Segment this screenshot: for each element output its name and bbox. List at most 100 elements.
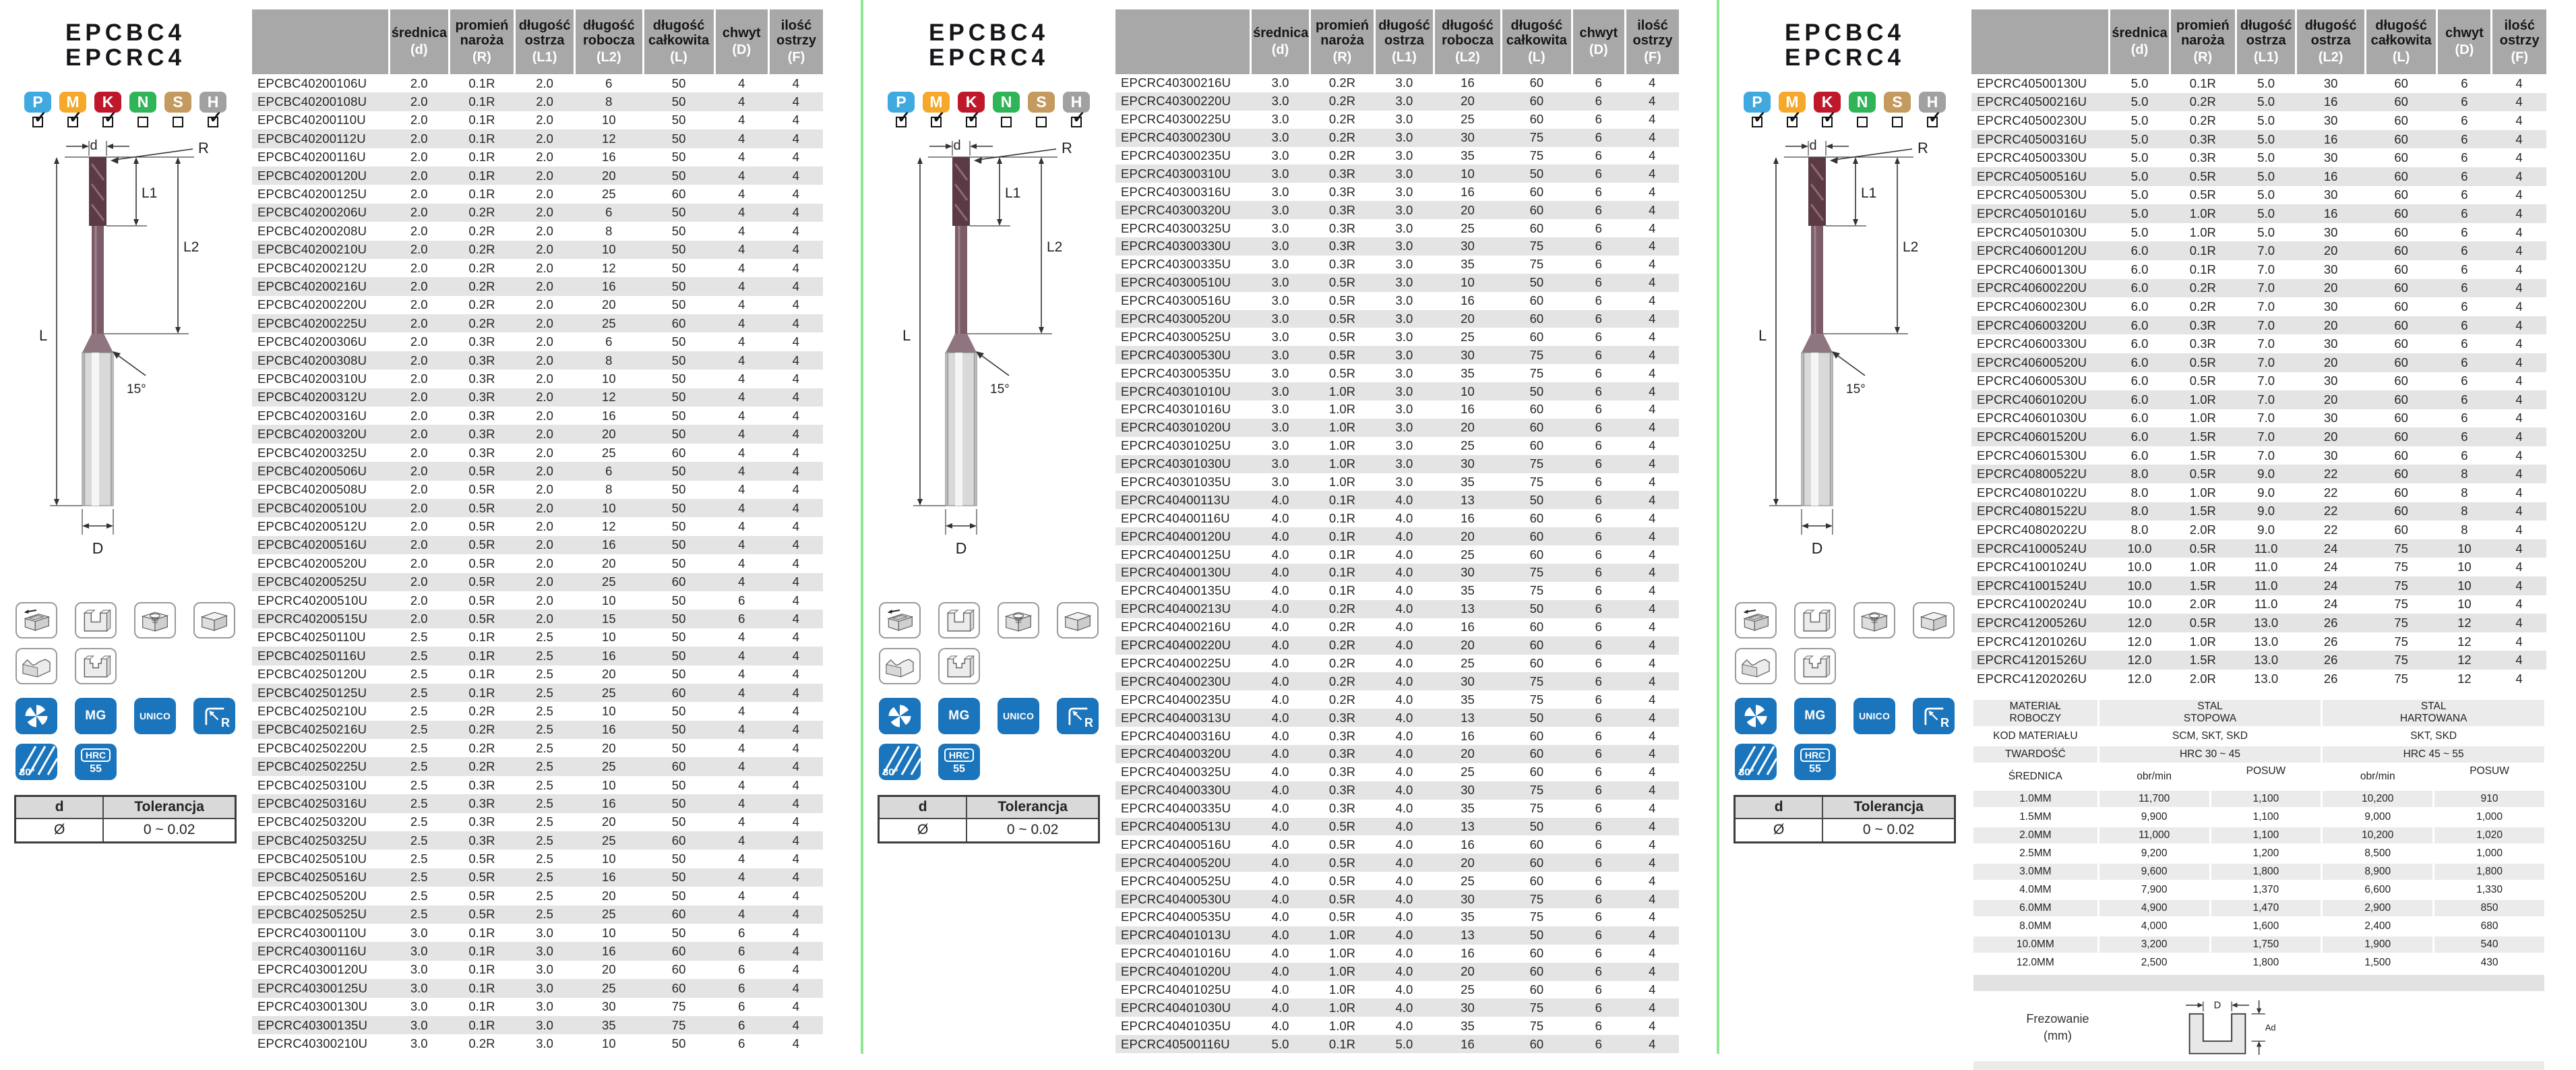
- column-header: długość całkowita (L): [1500, 9, 1572, 74]
- spec-value: 4: [792, 796, 799, 810]
- spec-value: 0.5R: [468, 519, 495, 534]
- spec-value: 6: [1595, 692, 1602, 707]
- spec-value: 0.3R: [468, 796, 495, 810]
- part-number: EPCBC40200225U: [257, 316, 367, 330]
- spec-value: 22: [2323, 467, 2338, 481]
- spec-value: 50: [671, 593, 686, 607]
- mg-badge: MG: [75, 698, 117, 735]
- spec-value: 4: [1649, 891, 1656, 906]
- spec-value: 0.2R: [468, 722, 495, 737]
- spec-value: 7.0: [2257, 355, 2275, 369]
- material-chip: N: [993, 92, 1020, 113]
- material-checkbox: ✓: [931, 110, 946, 128]
- spec-value: 3.0: [1395, 220, 1413, 235]
- table-row: EPCBC40250310U 2.5 0.3R 2.5 10 50 4 4: [252, 776, 823, 794]
- spec-value: 25: [1461, 765, 1475, 779]
- spec-value: 10: [2457, 541, 2472, 556]
- spec-value: 50: [671, 113, 686, 127]
- spec-value: 50: [671, 667, 686, 682]
- spec-value: 4: [738, 888, 745, 903]
- tolerance-value: 0 ~ 0.02: [1822, 817, 1956, 843]
- table-row: EPCRC40300535U 3.0 0.5R 3.0 35 75 6 4: [1115, 364, 1679, 382]
- spec-value: 2.0: [410, 593, 428, 607]
- spec-value: 1.5R: [2189, 578, 2216, 593]
- spec-value: 0.3R: [1328, 257, 1355, 272]
- table-row: EPCRC40400335U 4.0 0.3R 4.0 35 75 6 4: [1115, 800, 1679, 818]
- table-row: EPCBC40200225U 2.0 0.2R 2.0 25 60 4 4: [252, 314, 823, 333]
- part-number: EPCBC40250110U: [257, 630, 366, 645]
- spec-value: 6: [1595, 347, 1602, 362]
- spec-value: 20: [1461, 638, 1475, 653]
- spec-value: 50: [671, 500, 686, 515]
- spec-value: 0.3R: [2189, 318, 2216, 332]
- spec-value: 4: [1649, 329, 1656, 344]
- part-number: EPCRC40400325U: [1121, 765, 1231, 779]
- material-checkbox: [1857, 117, 1868, 128]
- material-chip: S: [164, 92, 191, 113]
- diagram-label-angle: 15°: [127, 382, 146, 396]
- helix-angle-icon: 30°: [1735, 744, 1777, 781]
- spec-value: 60: [2394, 523, 2408, 537]
- table-row: EPCBC40200106U 2.0 0.1R 2.0 6 50 4 4: [252, 74, 823, 92]
- part-number: EPCRC40400225U: [1121, 655, 1231, 670]
- spec-value: 0.3R: [468, 445, 495, 460]
- part-number: EPCRC40501016U: [1977, 206, 2087, 220]
- spec-value: 60: [2394, 336, 2408, 351]
- spec-value: 2.0: [536, 353, 553, 367]
- spec-value: 0.2R: [468, 703, 495, 718]
- spec-value: 1,470: [2211, 899, 2321, 916]
- spec-value: 30: [2323, 262, 2338, 276]
- spec-value: 6: [1595, 239, 1602, 254]
- spec-value: 0.1R: [2189, 262, 2216, 276]
- spec-value: 2.5: [410, 685, 428, 700]
- spec-value: 0.1R: [468, 76, 495, 90]
- table-row: EPCRC40500116U 5.0 0.1R 5.0 16 60 6 4: [1115, 1035, 1679, 1054]
- spec-value: 75: [671, 1017, 686, 1032]
- spec-value: 5.0: [1271, 1036, 1289, 1051]
- spec-value: 75: [2394, 597, 2408, 612]
- spec-value: 7.0: [2257, 392, 2275, 407]
- spec-value: 4: [2515, 169, 2523, 183]
- spec-value: 6: [738, 593, 745, 607]
- spec-value: 6: [2461, 392, 2468, 407]
- check-mark: ✓: [34, 109, 48, 127]
- feature-badges: MG UNICO R 30°: [863, 698, 1114, 781]
- hrc-label: HRC: [944, 748, 975, 763]
- spec-value: 75: [1529, 1018, 1544, 1033]
- part-number: EPCRC41202026U: [1977, 671, 2087, 686]
- part-number: EPCBC40250316U: [257, 796, 367, 810]
- table-row: EPCRC40300135U 3.0 0.1R 3.0 35 75 6 4: [252, 1015, 823, 1035]
- spec-value: 0.3R: [1328, 220, 1355, 235]
- spec-value: 3.0: [1271, 76, 1289, 90]
- spec-value: 2.5: [410, 888, 428, 903]
- spec-value: 10: [602, 777, 616, 792]
- spec-value: 35: [1461, 1018, 1475, 1033]
- spec-value: 6: [1595, 746, 1602, 761]
- spec-value: 2.5: [410, 852, 428, 866]
- diagram-label-l: L: [39, 327, 47, 344]
- spec-value: 1,100: [2211, 808, 2321, 825]
- spec-value: 5.0: [1395, 1036, 1413, 1051]
- table-row: EPCRC40400516U 4.0 0.5R 4.0 16 60 6 4: [1115, 835, 1679, 854]
- spec-value: 0.5R: [1328, 819, 1355, 833]
- spec-value: 7.0: [2257, 448, 2275, 463]
- part-number: EPCRC40400320U: [1121, 746, 1231, 761]
- spec-value: 0.2R: [1328, 692, 1355, 707]
- spec-value: 2.0: [536, 463, 553, 478]
- hardness-icon: HRC 55: [1794, 744, 1836, 781]
- spec-value: 1,800: [2211, 954, 2321, 971]
- spec-value: 4: [2515, 485, 2523, 500]
- spec-value: 4.0: [1271, 855, 1289, 870]
- table-row: EPCRC40501016U 5.0 1.0R 5.0 16 60 6 4: [1971, 204, 2546, 223]
- spec-value: 16: [2323, 131, 2338, 146]
- part-number: EPCRC40401030U: [1121, 1000, 1231, 1015]
- material-checkbox: [1036, 117, 1047, 128]
- spec-value: 1.0R: [1328, 1000, 1355, 1015]
- table-row: EPCRC40400216U 4.0 0.2R 4.0 16 60 6 4: [1115, 618, 1679, 636]
- spec-value: 8: [605, 223, 613, 238]
- spec-value: 4: [792, 556, 799, 570]
- column-header: długość ostrza (L1): [1374, 9, 1434, 74]
- diagram-label-d: d: [953, 138, 960, 153]
- part-number: EPCRC40300130U: [257, 999, 368, 1014]
- spec-value: 6: [2461, 336, 2468, 351]
